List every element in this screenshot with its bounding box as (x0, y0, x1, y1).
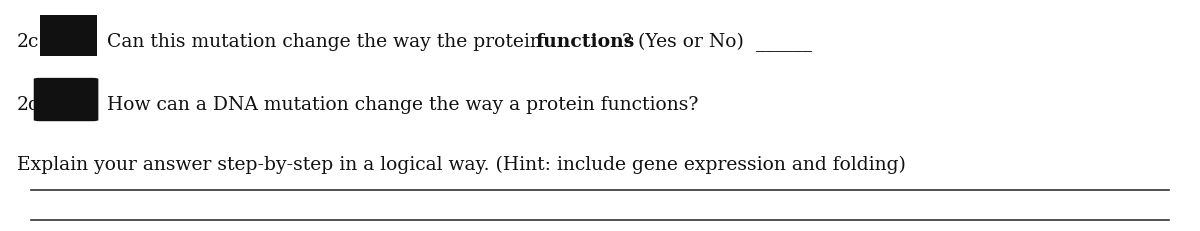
Text: How can a DNA mutation change the way a protein functions?: How can a DNA mutation change the way a … (107, 96, 698, 114)
Text: Explain your answer step-by-step in a logical way. (Hint: include gene expressio: Explain your answer step-by-step in a lo… (17, 155, 906, 174)
Bar (40, 15, 97, 56)
Text: functions: functions (535, 33, 635, 52)
Text: 2c.: 2c. (17, 33, 46, 52)
Text: Can this mutation change the way the protein: Can this mutation change the way the pro… (107, 33, 547, 52)
FancyBboxPatch shape (34, 78, 98, 121)
Text: ? (Yes or No)  ______: ? (Yes or No) ______ (622, 33, 811, 52)
Text: 2d.: 2d. (17, 96, 47, 114)
